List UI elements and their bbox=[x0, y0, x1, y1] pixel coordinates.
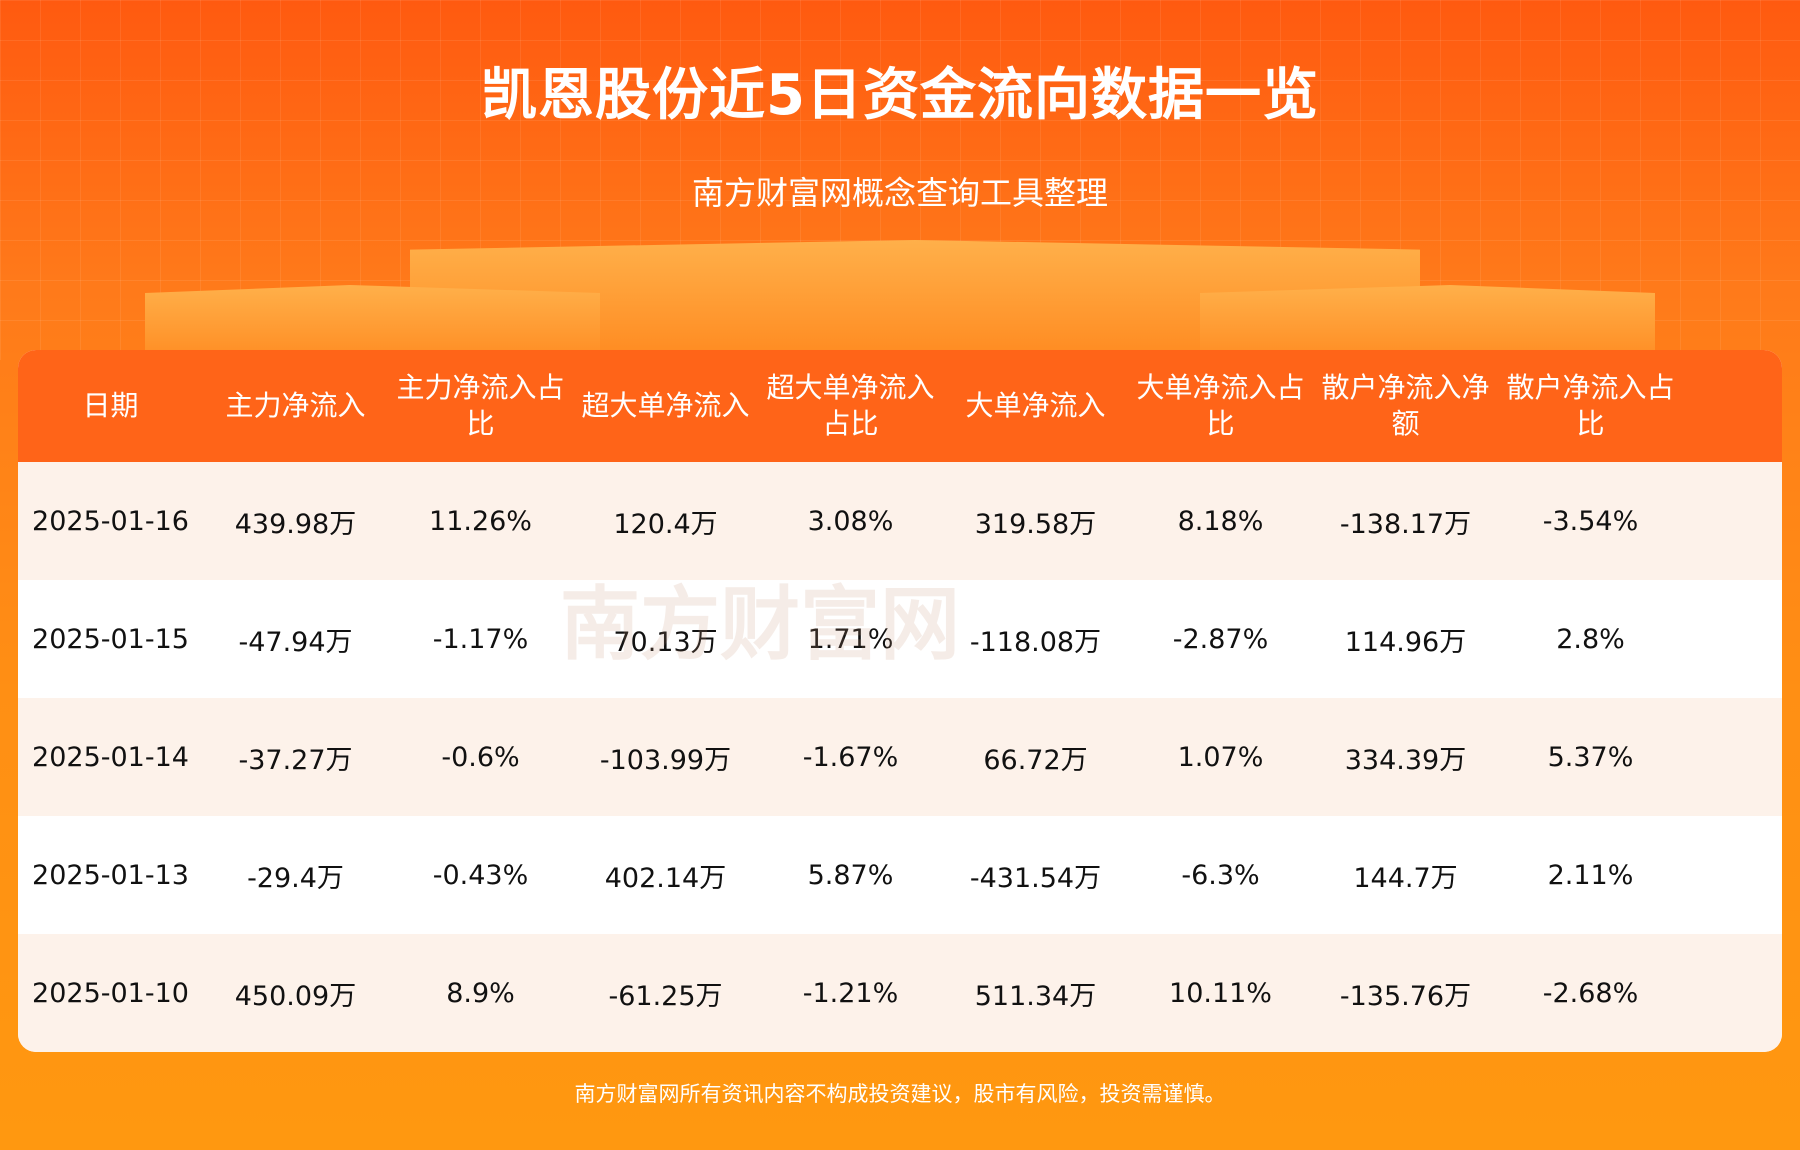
table-cell: 120.4万 bbox=[613, 508, 718, 540]
table-cell: 2.11% bbox=[1547, 859, 1634, 891]
table-cell: -61.25万 bbox=[608, 980, 723, 1012]
table-cell: 144.7万 bbox=[1353, 862, 1458, 894]
page-subtitle: 南方财富网概念查询工具整理 bbox=[691, 174, 1108, 212]
table-cell: 2025-01-13 bbox=[32, 859, 189, 891]
column-header: 散户净流入净额 bbox=[1321, 371, 1490, 440]
table-row: 2025-01-14 -37.27万 -0.6% -103.99万 -1.67% 66.7… bbox=[18, 698, 1782, 816]
table-cell: -2.68% bbox=[1542, 977, 1639, 1009]
column-header: 大单净流入 bbox=[965, 389, 1106, 422]
column-header: 大单净流入占比 bbox=[1136, 371, 1305, 440]
column-header: 超大单净流入占比 bbox=[766, 371, 935, 440]
table-cell: -47.94万 bbox=[238, 626, 353, 658]
table-cell: -118.08万 bbox=[969, 626, 1102, 658]
column-header: 主力净流入占比 bbox=[396, 371, 565, 440]
table-cell: -0.6% bbox=[441, 741, 520, 773]
table-row: 2025-01-15 -47.94万 -1.17% 70.13万 1.71% -118.0… bbox=[18, 580, 1782, 698]
table-cell: -29.4万 bbox=[247, 862, 344, 894]
table-cell: 1.71% bbox=[807, 623, 894, 655]
table-cell: 2025-01-14 bbox=[32, 741, 189, 773]
table-cell: 10.11% bbox=[1169, 977, 1272, 1009]
column-header: 主力净流入 bbox=[225, 389, 366, 422]
column-header: 超大单净流入 bbox=[581, 389, 750, 422]
table-cell: 8.9% bbox=[446, 977, 515, 1009]
table-cell: 511.34万 bbox=[974, 980, 1097, 1012]
table-cell: 2.8% bbox=[1556, 623, 1625, 655]
table-body: 2025-01-16 439.98万 11.26% 120.4万 3.08% 319.58… bbox=[18, 462, 1782, 1052]
table-cell: -135.76万 bbox=[1339, 980, 1472, 1012]
table-cell: -37.27万 bbox=[238, 744, 353, 776]
column-header: 散户净流入占比 bbox=[1506, 371, 1675, 440]
table-row: 2025-01-13 -29.4万 -0.43% 402.14万 5.87% -431.5… bbox=[18, 816, 1782, 934]
table-cell: -138.17万 bbox=[1339, 508, 1472, 540]
table-cell: 70.13万 bbox=[613, 626, 718, 658]
table-cell: 1.07% bbox=[1177, 741, 1264, 773]
table-cell: -103.99万 bbox=[599, 744, 732, 776]
table-cell: -431.54万 bbox=[969, 862, 1102, 894]
table-cell: 450.09万 bbox=[234, 980, 357, 1012]
table-cell: 5.87% bbox=[807, 859, 894, 891]
table-cell: 2025-01-15 bbox=[32, 623, 189, 655]
table-cell: 114.96万 bbox=[1344, 626, 1467, 658]
table-header: 日期 主力净流入 主力净流入占比 超大单净流入 超大单净流入占比 大单净流入 大单净流入占比… bbox=[18, 350, 1782, 462]
table-cell: 66.72万 bbox=[983, 744, 1088, 776]
fund-flow-table: 日期 主力净流入 主力净流入占比 超大单净流入 超大单净流入占比 大单净流入 大单净流入占比… bbox=[18, 350, 1782, 1052]
table-cell: -1.67% bbox=[802, 741, 899, 773]
table-cell: -2.87% bbox=[1172, 623, 1269, 655]
table-cell: 3.08% bbox=[807, 505, 894, 537]
table-cell: 334.39万 bbox=[1344, 744, 1467, 776]
column-header: 日期 bbox=[82, 389, 139, 422]
table-cell: 2025-01-16 bbox=[32, 505, 189, 537]
table-cell: 2025-01-10 bbox=[32, 977, 189, 1009]
table-cell: 5.37% bbox=[1547, 741, 1634, 773]
table-cell: 402.14万 bbox=[604, 862, 727, 894]
table-cell: -3.54% bbox=[1542, 505, 1639, 537]
table-cell: 8.18% bbox=[1177, 505, 1264, 537]
table-row: 2025-01-10 450.09万 8.9% -61.25万 -1.21% 511.34… bbox=[18, 934, 1782, 1052]
page-title: 凯恩股份近5日资金流向数据一览 bbox=[481, 63, 1319, 128]
table-cell: -6.3% bbox=[1181, 859, 1260, 891]
table-cell: -1.17% bbox=[432, 623, 529, 655]
table-cell: -0.43% bbox=[432, 859, 529, 891]
disclaimer: 南方财富网所有资讯内容不构成投资建议，股市有风险，投资需谨慎。 bbox=[574, 1082, 1226, 1106]
table-cell: 11.26% bbox=[429, 505, 532, 537]
table-row: 2025-01-16 439.98万 11.26% 120.4万 3.08% 319.58… bbox=[18, 462, 1782, 580]
table-cell: 439.98万 bbox=[234, 508, 357, 540]
table-cell: -1.21% bbox=[802, 977, 899, 1009]
table-cell: 319.58万 bbox=[974, 508, 1097, 540]
